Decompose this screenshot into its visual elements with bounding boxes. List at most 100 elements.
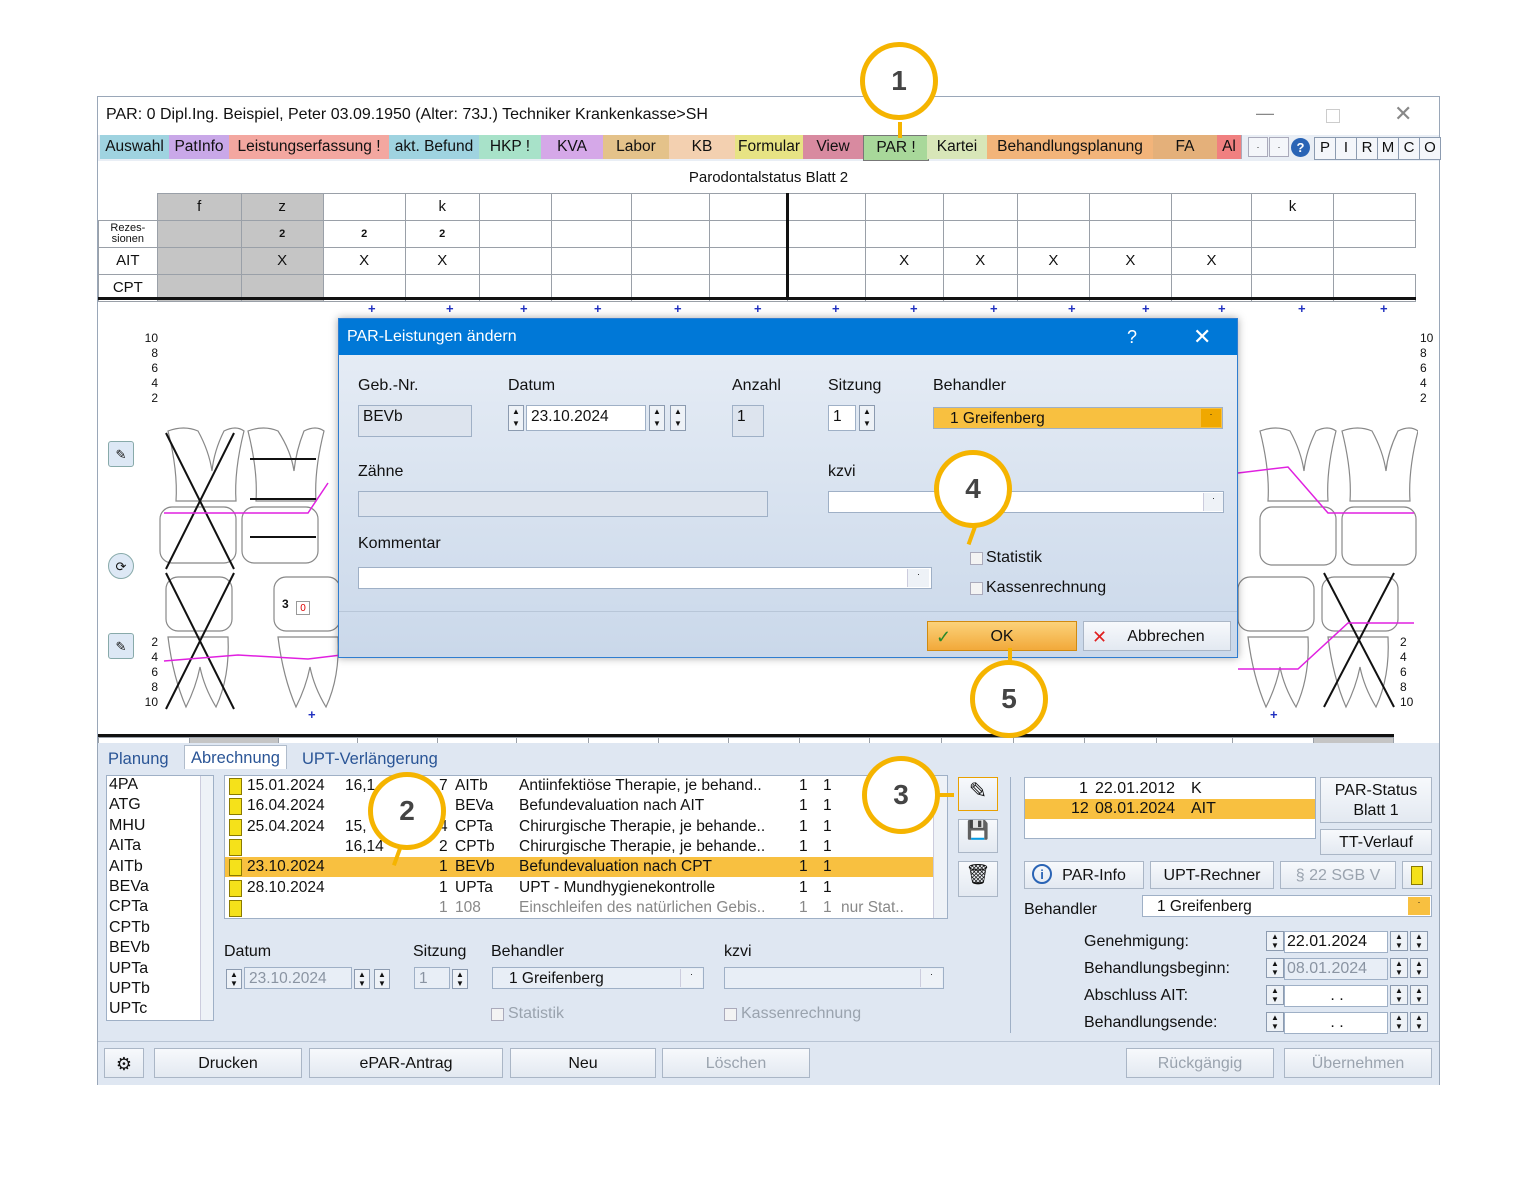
tab-patinfo[interactable]: PatInfo bbox=[169, 135, 230, 159]
close-icon[interactable]: ✕ bbox=[1394, 101, 1413, 126]
tab-fa[interactable]: FA bbox=[1153, 135, 1218, 159]
chevron-down-icon[interactable]: · bbox=[907, 569, 929, 587]
kzvi-select[interactable] bbox=[828, 491, 1224, 513]
date-spinner-icon[interactable]: ▲ ▼ bbox=[1410, 931, 1428, 951]
kassenrechnung-checkbox[interactable] bbox=[970, 582, 983, 595]
trash-icon[interactable]: 🗑 bbox=[958, 861, 998, 897]
maximize-icon[interactable] bbox=[1326, 109, 1340, 123]
epar-antrag-button[interactable]: ePAR-Antrag bbox=[309, 1048, 503, 1078]
sgb-button[interactable]: § 22 SGB V bbox=[1280, 861, 1396, 889]
drucken-button[interactable]: Drucken bbox=[154, 1048, 302, 1078]
ok-button[interactable]: ✓ OK bbox=[927, 621, 1077, 651]
button-o[interactable]: O bbox=[1419, 137, 1441, 160]
code-list[interactable]: 4PA ATG MHU AITa AITb BEVa CPTa CPTb BEVb UPTa UPT… bbox=[106, 775, 214, 1021]
date-spinner-icon[interactable]: ▲ ▼ bbox=[1390, 931, 1408, 951]
tab-auswahl[interactable]: Auswahl bbox=[100, 135, 170, 159]
rueckgaengig-button[interactable]: Rückgängig bbox=[1126, 1048, 1274, 1078]
sitzung-spinner-icon[interactable]: ▲ ▼ bbox=[859, 405, 875, 431]
upt-rechner-button[interactable]: UPT-Rechner bbox=[1150, 861, 1274, 889]
tab-par[interactable]: PAR ! bbox=[863, 135, 929, 161]
date-spinner-icon[interactable]: ▲ ▼ bbox=[1266, 985, 1284, 1005]
chevron-down-icon[interactable]: · bbox=[1203, 493, 1223, 511]
tab-kartei[interactable]: Kartei bbox=[927, 135, 988, 159]
date-field[interactable]: . . bbox=[1284, 985, 1388, 1007]
code-list-item[interactable]: BEVb bbox=[109, 939, 150, 957]
zaehne-field[interactable] bbox=[358, 491, 768, 517]
list-item[interactable]: 15.01.2024 16,1 7 AITb Antiinfektiöse Therap… bbox=[225, 776, 933, 796]
form-datum-field[interactable]: 23.10.2024 bbox=[244, 967, 352, 989]
save-disk-icon[interactable]: 💾 bbox=[958, 819, 998, 853]
code-list-scrollbar[interactable] bbox=[200, 776, 213, 1020]
tab-akt-befund[interactable]: akt. Befund bbox=[389, 135, 480, 159]
code-list-item[interactable]: CPTa bbox=[109, 898, 149, 916]
par-status-button[interactable]: PAR-Status Blatt 1 bbox=[1320, 777, 1432, 823]
chevron-down-icon[interactable]: · bbox=[920, 969, 942, 987]
chevron-down-icon[interactable]: · bbox=[680, 969, 702, 987]
refresh-icon[interactable]: ⟳ bbox=[108, 553, 134, 579]
chevron-down-icon[interactable]: · bbox=[1408, 897, 1430, 915]
dialog-help-icon[interactable]: ? bbox=[1127, 327, 1138, 347]
list-item[interactable]: 23.10.2024 1 BEVb Befundevaluation nach CPT… bbox=[225, 857, 933, 878]
tab-formular[interactable]: Formular bbox=[735, 135, 804, 159]
code-list-item[interactable]: 4PA bbox=[109, 776, 139, 793]
behandler-select[interactable]: 1 Greifenberg bbox=[1142, 895, 1432, 917]
list-item[interactable]: 16.04.2024 BEVa Befundevaluation nach AIT 1… bbox=[225, 796, 933, 816]
date-spinner-icon[interactable]: ▲ ▼ bbox=[1390, 958, 1408, 978]
date-field[interactable]: 08.01.2024 bbox=[1284, 958, 1388, 980]
date-spinner-icon[interactable]: ▲ ▼ bbox=[354, 969, 370, 989]
list-item[interactable]: 28.10.2024 1 UPTa UPT - Mundhygienekontroll… bbox=[225, 878, 933, 898]
tab-kb[interactable]: KB bbox=[669, 135, 736, 159]
date-spinner-icon[interactable]: ▲ ▼ bbox=[649, 405, 665, 431]
code-list-item[interactable]: UPTa bbox=[109, 959, 149, 977]
minimize-icon[interactable]: — bbox=[1256, 103, 1274, 123]
date-spinner-icon[interactable]: ▲ ▼ bbox=[1266, 958, 1284, 978]
statistik-checkbox[interactable] bbox=[491, 1008, 504, 1021]
date-spinner-icon[interactable]: ▲ ▼ bbox=[1410, 985, 1428, 1005]
button-c[interactable]: C bbox=[1398, 137, 1420, 160]
edit-pen-icon[interactable]: ✎ bbox=[108, 441, 134, 467]
abbrechen-button[interactable]: ✕ Abbrechen bbox=[1083, 621, 1231, 651]
date-spinner-icon[interactable]: ▲ ▼ bbox=[226, 969, 242, 989]
code-list-item[interactable]: AITb bbox=[109, 857, 143, 875]
tab-scroll-right-icon[interactable]: · bbox=[1269, 137, 1289, 157]
kassenrechnung-checkbox[interactable] bbox=[724, 1008, 737, 1021]
tab-scroll-left-icon[interactable]: · bbox=[1248, 137, 1268, 157]
edit-pen-icon-lower[interactable]: ✎ bbox=[108, 633, 134, 659]
code-list-item[interactable]: CPTb bbox=[109, 918, 150, 936]
entries-list[interactable]: 15.01.2024 16,1 7 AITb Antiinfektiöse Therap… bbox=[224, 775, 948, 919]
anzahl-field[interactable]: 1 bbox=[732, 405, 764, 437]
behandler-select[interactable]: 1 Greifenberg bbox=[933, 407, 1223, 429]
form-behandler-field[interactable]: 1 Greifenberg bbox=[492, 967, 704, 989]
date-spinner-icon[interactable]: ▲ ▼ bbox=[1266, 1012, 1284, 1032]
datum-field[interactable]: 23.10.2024 bbox=[526, 405, 646, 431]
date-spinner-icon[interactable]: ▲ ▼ bbox=[670, 405, 686, 431]
uebernehmen-button[interactable]: Übernehmen bbox=[1284, 1048, 1432, 1078]
date-spinner-icon[interactable]: ▲ ▼ bbox=[1266, 931, 1284, 951]
help-icon[interactable]: ? bbox=[1291, 138, 1310, 157]
tab-kva[interactable]: KVA bbox=[541, 135, 604, 159]
edit-pencil-button[interactable]: ✎ bbox=[958, 777, 998, 811]
date-spinner-icon[interactable]: ▲ ▼ bbox=[508, 405, 524, 431]
list-item[interactable]: 25.04.2024 15, 4 CPTa Chirurgische Therapie,… bbox=[225, 817, 933, 837]
button-r[interactable]: R bbox=[1356, 137, 1378, 160]
sitzung-field[interactable]: 1 bbox=[828, 405, 856, 431]
form-kzvi-field[interactable] bbox=[724, 967, 944, 989]
kommentar-field[interactable] bbox=[358, 567, 932, 589]
date-field[interactable]: . . bbox=[1284, 1012, 1388, 1034]
status-list-item[interactable]: 12 08.01.2024 AIT bbox=[1025, 799, 1315, 819]
date-spinner-icon[interactable]: ▲ ▼ bbox=[1410, 958, 1428, 978]
code-list-item[interactable]: MHU bbox=[109, 816, 146, 834]
tt-verlauf-button[interactable]: TT-Verlauf bbox=[1320, 829, 1432, 855]
gebnr-field[interactable]: BEVb bbox=[358, 405, 472, 437]
date-spinner-icon[interactable]: ▲ ▼ bbox=[1390, 985, 1408, 1005]
settings-gear-icon[interactable]: ⚙ bbox=[104, 1048, 144, 1078]
code-list-item[interactable]: BEVa bbox=[109, 878, 149, 895]
list-item[interactable]: 16,14 2 CPTb Chirurgische Therapie, je beha… bbox=[225, 837, 933, 857]
par-status-list[interactable]: 1 22.01.2012 K 12 08.01.2024 AIT bbox=[1024, 777, 1316, 839]
neu-button[interactable]: Neu bbox=[510, 1048, 656, 1078]
dialog-close-icon[interactable]: ✕ bbox=[1193, 324, 1212, 349]
tab-leistungserfassung[interactable]: Leistungserfassung ! bbox=[229, 135, 390, 159]
code-list-item[interactable]: UPTb bbox=[109, 980, 150, 997]
sitzung-spinner-icon[interactable]: ▲ ▼ bbox=[452, 969, 468, 989]
date-spinner-icon[interactable]: ▲ ▼ bbox=[1390, 1012, 1408, 1032]
